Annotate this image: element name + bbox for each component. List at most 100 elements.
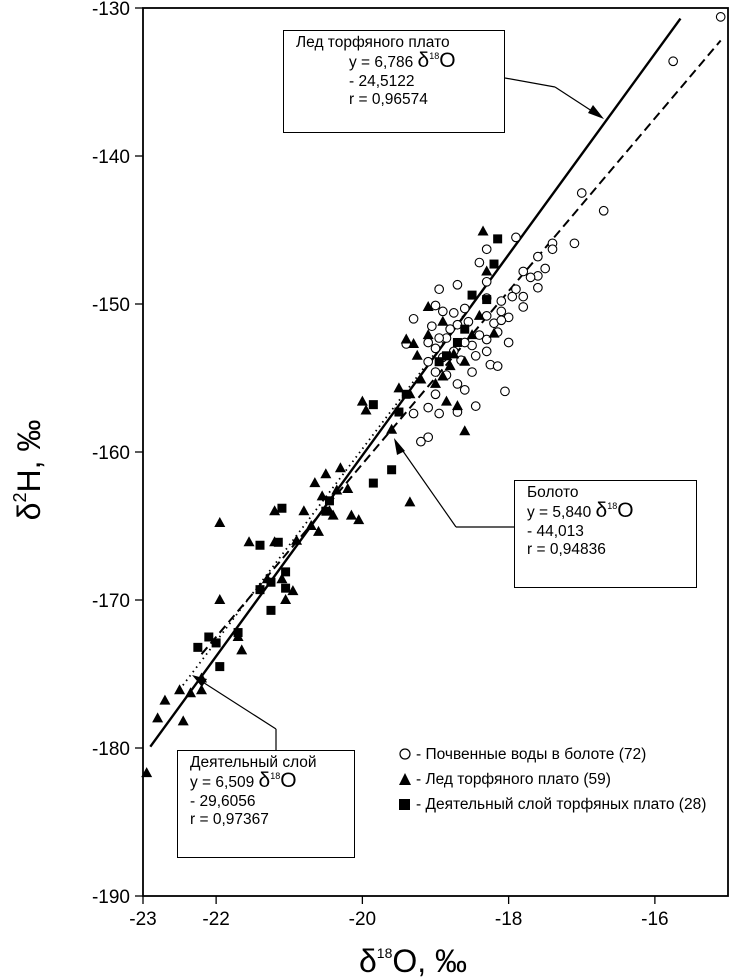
point-ice <box>422 300 434 311</box>
active-eq-sup: 18 <box>270 771 281 781</box>
point-soil-water <box>423 337 434 348</box>
arrow-bog-head <box>394 438 405 455</box>
y-tick-label: -130 <box>92 0 130 20</box>
point-active-layer <box>368 478 378 488</box>
x-tick-label: -18 <box>495 909 522 930</box>
point-active-layer <box>401 389 411 399</box>
data-points <box>141 12 726 778</box>
point-soil-water <box>470 350 481 361</box>
point-soil-water <box>598 205 609 216</box>
point-ice <box>327 509 339 520</box>
point-ice <box>393 382 405 393</box>
point-soil-water <box>533 282 543 293</box>
active-box-line3: r = 0,97367 <box>190 811 269 828</box>
point-ice <box>408 337 420 348</box>
point-active-layer <box>434 357 444 367</box>
legend-label-soil-water: - Почвенные воды в болоте (72) <box>416 746 647 763</box>
point-active-layer <box>387 465 397 475</box>
active-box-equation: y = 6,509 δ18O <box>190 770 346 793</box>
regression-line-bog <box>200 39 722 655</box>
y-axis-sup: 2 <box>10 493 30 503</box>
point-soil-water <box>715 12 726 22</box>
point-active-layer <box>460 324 470 334</box>
point-ice <box>214 517 226 528</box>
point-soil-water <box>459 384 470 395</box>
point-active-layer <box>233 628 243 638</box>
point-soil-water <box>533 251 543 262</box>
point-ice <box>411 349 423 360</box>
point-soil-water <box>467 367 477 377</box>
ice-eq-delta: δ <box>417 49 430 72</box>
point-active-layer <box>493 234 503 244</box>
point-active-layer <box>441 351 451 361</box>
ice-box-title: Лед торфяного плато <box>296 34 450 51</box>
point-active-layer <box>273 537 283 547</box>
point-soil-water <box>434 408 445 419</box>
point-ice <box>430 377 441 388</box>
point-soil-water <box>547 244 558 255</box>
legend-item-ice: - Лед торфяного плато (59) <box>398 770 718 791</box>
point-ice <box>141 767 153 778</box>
point-ice <box>342 483 354 493</box>
point-ice <box>459 355 471 366</box>
ice-eq-sup: 18 <box>429 51 440 61</box>
y-axis-title: δ2H, ‰ <box>10 420 47 521</box>
point-ice <box>353 514 365 525</box>
point-ice <box>404 496 416 507</box>
point-ice <box>196 684 207 695</box>
ice-equation-box: Лед торфяного плато y = 6,786 δ18O - 24,… <box>283 30 505 133</box>
point-ice <box>236 644 248 655</box>
point-soil-water <box>474 257 485 268</box>
point-ice <box>269 505 281 516</box>
point-active-layer <box>321 506 331 516</box>
legend-item-soil-water: - Почвенные воды в болоте (72) <box>398 745 718 766</box>
point-soil-water <box>437 306 448 317</box>
x-axis-title: δ18O, ‰ <box>359 943 467 979</box>
point-ice <box>360 404 372 415</box>
point-soil-water <box>408 408 419 419</box>
point-soil-water <box>470 401 481 411</box>
point-ice <box>444 360 456 371</box>
point-active-layer <box>394 407 404 417</box>
point-soil-water <box>423 432 434 443</box>
point-ice <box>185 687 197 698</box>
bog-equation-box: Болото y = 5,840 δ18O - 44,013 r = 0,948… <box>514 480 697 588</box>
point-ice <box>459 425 471 436</box>
point-active-layer <box>368 400 378 410</box>
y-tick-label: -150 <box>92 295 130 316</box>
open-circle-icon <box>398 747 416 766</box>
point-ice <box>298 505 310 516</box>
point-active-layer <box>482 295 492 305</box>
active-box-line2: - 29,6056 <box>190 793 256 810</box>
point-active-layer <box>204 632 214 642</box>
point-ice <box>309 477 321 488</box>
point-ice <box>159 694 171 705</box>
point-soil-water <box>496 296 507 306</box>
point-ice <box>386 423 398 434</box>
arrow-ice-line <box>504 77 556 88</box>
x-tick-label: -16 <box>641 909 668 930</box>
point-active-layer <box>452 337 462 347</box>
point-soil-water <box>430 367 441 377</box>
point-soil-water <box>448 308 459 318</box>
point-ice <box>437 370 449 381</box>
point-ice <box>196 672 207 683</box>
active-box-title: Деятельный слой <box>190 754 317 771</box>
point-ice <box>356 395 368 406</box>
point-soil-water <box>430 343 441 354</box>
point-soil-water <box>503 337 514 348</box>
bog-box-line2: - 44,013 <box>527 523 584 540</box>
ice-box-equation: y = 6,786 δ18O <box>296 49 496 73</box>
point-soil-water <box>492 361 503 372</box>
y-tick-label: -170 <box>92 591 130 612</box>
point-ice <box>276 573 288 584</box>
point-ice <box>473 309 485 320</box>
point-ice <box>400 333 412 344</box>
point-active-layer <box>255 540 265 550</box>
point-soil-water <box>511 232 521 243</box>
point-ice <box>415 373 427 384</box>
point-active-layer <box>281 583 291 593</box>
point-ice <box>177 715 189 726</box>
point-soil-water <box>434 333 445 343</box>
